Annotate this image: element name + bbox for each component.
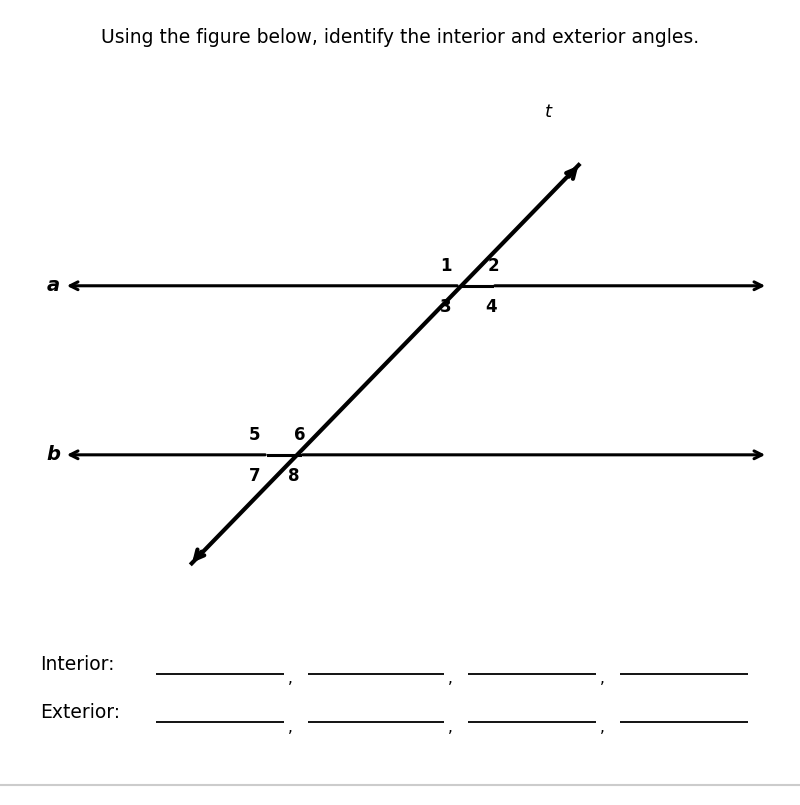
Text: Interior:: Interior: — [40, 654, 114, 674]
Text: Using the figure below, identify the interior and exterior angles.: Using the figure below, identify the int… — [101, 28, 699, 47]
Text: 7: 7 — [248, 467, 260, 485]
Text: 1: 1 — [441, 258, 452, 275]
Text: 8: 8 — [288, 467, 299, 485]
Text: a: a — [47, 276, 60, 295]
Text: ,: , — [448, 720, 453, 735]
Text: ,: , — [448, 671, 453, 687]
Text: t: t — [545, 103, 551, 121]
Text: 2: 2 — [488, 258, 500, 275]
Text: 3: 3 — [440, 298, 452, 316]
Text: ,: , — [600, 671, 605, 687]
Text: b: b — [46, 445, 60, 464]
Text: ,: , — [600, 720, 605, 735]
Text: ,: , — [288, 671, 293, 687]
Text: Exterior:: Exterior: — [40, 703, 120, 722]
Text: ,: , — [288, 720, 293, 735]
Text: 4: 4 — [485, 298, 497, 316]
Text: 5: 5 — [249, 427, 260, 444]
Text: 6: 6 — [294, 427, 306, 444]
